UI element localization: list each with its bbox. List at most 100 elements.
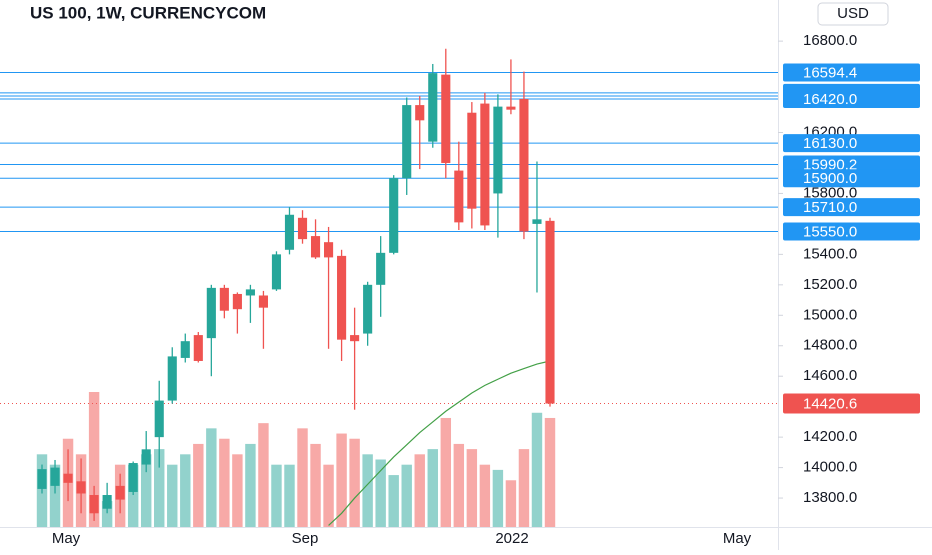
candle-body bbox=[128, 463, 138, 492]
candle-body bbox=[545, 220, 555, 404]
volume-bar bbox=[245, 443, 256, 527]
y-tick-label: 13800.0 bbox=[803, 489, 857, 506]
x-tick-label: May bbox=[723, 530, 752, 547]
level-label-box bbox=[783, 63, 920, 82]
candle-body bbox=[441, 74, 451, 163]
volume-bar bbox=[505, 480, 517, 527]
currency-button[interactable]: USD bbox=[817, 2, 889, 26]
volume-bar bbox=[219, 438, 230, 527]
candle-body bbox=[415, 105, 425, 121]
volume-bar bbox=[101, 501, 113, 527]
candle-body bbox=[363, 284, 373, 334]
volume-bar bbox=[336, 433, 347, 527]
volume-bar bbox=[284, 464, 295, 527]
candle-body bbox=[506, 106, 516, 110]
candle-body bbox=[193, 335, 203, 361]
candle-body bbox=[154, 400, 164, 438]
y-tick-label: 14800.0 bbox=[803, 337, 857, 354]
level-label-box bbox=[783, 198, 920, 217]
y-tick-label: 15000.0 bbox=[803, 306, 857, 323]
volume-bar bbox=[401, 464, 412, 527]
y-tick-label: 15800.0 bbox=[803, 184, 857, 201]
volume-bar bbox=[180, 454, 191, 527]
volume-bar bbox=[140, 454, 152, 527]
y-tick-label: 14000.0 bbox=[803, 459, 857, 476]
y-tick-label: 16800.0 bbox=[803, 32, 857, 49]
volume-bar bbox=[492, 469, 504, 527]
candle-body bbox=[389, 178, 399, 253]
volume-bar bbox=[127, 464, 139, 527]
volume-bar bbox=[518, 449, 530, 527]
candle-body bbox=[271, 254, 282, 290]
plot-area bbox=[0, 48, 778, 527]
volume-bar bbox=[193, 443, 204, 527]
level-label-box bbox=[783, 222, 920, 241]
volume-bar bbox=[388, 475, 399, 527]
x-tick-label: Sep bbox=[292, 530, 319, 547]
volume-bar bbox=[453, 443, 465, 527]
chart-title: US 100, 1W, CURRENCYCOM bbox=[30, 3, 266, 22]
candle-body bbox=[519, 99, 529, 232]
currency-label[interactable]: USD bbox=[837, 5, 869, 22]
currency-button-box[interactable] bbox=[817, 2, 889, 26]
volume-bar bbox=[297, 428, 308, 527]
volume-bar bbox=[232, 454, 243, 527]
y-tick-label: 14200.0 bbox=[803, 428, 857, 445]
volume-bar bbox=[544, 417, 556, 527]
candle-body bbox=[324, 242, 334, 258]
y-tick-label: 15200.0 bbox=[803, 276, 857, 293]
candle-body bbox=[310, 236, 321, 258]
volume-bar bbox=[440, 417, 452, 527]
volume-bar bbox=[206, 428, 217, 527]
price-axis: 13800.0 14000.0 14200.0 14600.0 14800.0 15000… bbox=[778, 32, 920, 506]
level-label-box bbox=[783, 134, 920, 153]
volume-bar bbox=[154, 449, 165, 527]
y-tick-label: 15400.0 bbox=[803, 245, 857, 262]
x-tick-label: 2022 bbox=[495, 530, 528, 547]
level-label-box bbox=[783, 155, 920, 174]
candle-body bbox=[180, 341, 190, 358]
volume-bar bbox=[375, 459, 386, 527]
candle-body bbox=[141, 449, 151, 465]
volume-bar bbox=[88, 392, 100, 527]
volume-bar bbox=[258, 423, 269, 527]
level-label: 16594.4 bbox=[803, 64, 857, 81]
candle-body bbox=[50, 467, 60, 486]
last-price-box bbox=[783, 393, 920, 414]
candle-body bbox=[532, 219, 542, 224]
volume-bar bbox=[349, 438, 360, 527]
candle-body bbox=[89, 495, 99, 514]
level-label: 16130.0 bbox=[803, 135, 857, 152]
last-price-label: 14420.6 bbox=[803, 396, 857, 413]
candle-body bbox=[258, 295, 268, 308]
level-label-box bbox=[783, 90, 920, 109]
level-label: 15990.2 bbox=[803, 156, 857, 173]
candle-body bbox=[37, 469, 47, 489]
candle-body bbox=[350, 335, 360, 342]
candle-body bbox=[219, 287, 229, 311]
level-label: 15550.0 bbox=[803, 223, 857, 240]
volume-bar bbox=[323, 464, 334, 527]
volume-bar bbox=[414, 454, 425, 527]
candle-body bbox=[76, 481, 86, 494]
candle-body bbox=[102, 495, 112, 509]
x-tick-label: May bbox=[52, 530, 81, 547]
moving-average bbox=[328, 360, 551, 526]
candle-body bbox=[402, 105, 412, 179]
candle-body bbox=[284, 214, 295, 250]
candle-body bbox=[337, 255, 347, 340]
candle-body bbox=[493, 106, 503, 194]
candle-body bbox=[245, 289, 255, 296]
candle-body bbox=[63, 473, 73, 483]
candle-body bbox=[115, 485, 125, 500]
candle-body bbox=[206, 287, 216, 339]
candle-body bbox=[376, 252, 386, 285]
candle-body bbox=[232, 293, 242, 310]
level-label: 16420.0 bbox=[803, 91, 857, 108]
candle-body bbox=[454, 170, 464, 223]
volume-bar bbox=[479, 464, 491, 527]
volume-bar bbox=[466, 449, 478, 527]
volume-bar bbox=[531, 412, 543, 527]
level-label: 15710.0 bbox=[803, 199, 857, 216]
